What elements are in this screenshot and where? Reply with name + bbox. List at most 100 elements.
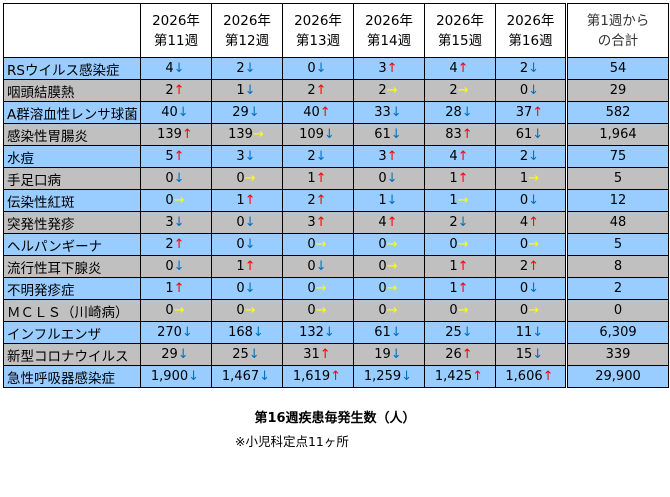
total-cell: 54 <box>565 57 669 80</box>
week-count-cell: 1↑ <box>424 255 496 278</box>
trend-up-arrow-icon: ↑ <box>330 369 342 384</box>
trend-up-arrow-icon: ↑ <box>244 193 256 208</box>
trend-flat-arrow-icon: → <box>386 259 398 274</box>
week-count-cell: 139→ <box>211 123 283 146</box>
count-value: 1,606 <box>505 369 543 384</box>
count-value: 2 <box>165 237 174 252</box>
count-value: 0 <box>165 193 174 208</box>
week-header: 2026年 第12週 <box>211 3 283 58</box>
count-value: 4 <box>449 61 458 76</box>
count-value: 40 <box>161 105 178 120</box>
week-header: 2026年 第16週 <box>495 3 567 58</box>
count-value: 4 <box>165 61 174 76</box>
week-count-cell: 0→ <box>424 233 496 256</box>
trend-up-arrow-icon: ↑ <box>173 149 185 164</box>
week-count-cell: 2↓ <box>211 57 283 80</box>
trend-up-arrow-icon: ↑ <box>457 61 469 76</box>
week-count-cell: 0→ <box>495 299 567 322</box>
week-count-cell: 132↓ <box>282 321 354 344</box>
trend-flat-arrow-icon: → <box>244 171 256 186</box>
week-count-cell: 4↓ <box>140 57 212 80</box>
count-value: 1,900 <box>150 369 189 384</box>
trend-flat-arrow-icon: → <box>457 303 469 318</box>
trend-down-arrow-icon: ↓ <box>252 325 264 340</box>
count-value: 1 <box>165 281 174 296</box>
table-row: 新型コロナウイルス 29↓ 25↓ 31↑ 19↓ 26↑ 15↓ 339 <box>3 343 669 366</box>
week-count-cell: 0↓ <box>140 255 212 278</box>
count-value: 29 <box>232 105 249 120</box>
trend-up-arrow-icon: ↑ <box>386 149 398 164</box>
count-value: 33 <box>374 105 391 120</box>
count-value: 1 <box>449 193 458 208</box>
week-count-cell: 2↓ <box>495 57 567 80</box>
week-count-cell: 0↓ <box>495 277 567 300</box>
disease-name: インフルエンザ <box>3 321 141 344</box>
trend-down-arrow-icon: ↓ <box>188 369 200 384</box>
trend-up-arrow-icon: ↑ <box>319 105 331 120</box>
table-row: A群溶血性レンサ球菌 40↓ 29↓ 40↑ 33↓ 28↓ 37↑ 582 <box>3 101 669 124</box>
week-count-cell: 168↓ <box>211 321 283 344</box>
week-count-cell: 40↓ <box>140 101 212 124</box>
trend-down-arrow-icon: ↓ <box>244 215 256 230</box>
total-cell: 75 <box>565 145 669 168</box>
count-value: 3 <box>378 149 387 164</box>
count-value: 11 <box>515 325 533 340</box>
week-count-cell: 2→ <box>424 79 496 102</box>
disease-name: 急性呼吸器感染症 <box>3 365 141 388</box>
week-count-cell: 29↓ <box>140 343 212 366</box>
week-count-cell: 1,425↑ <box>424 365 496 388</box>
week-count-cell: 139↑ <box>140 123 212 146</box>
week-count-cell: 1,900↓ <box>140 365 212 388</box>
total-cell: 1,964 <box>565 123 669 146</box>
trend-down-arrow-icon: ↓ <box>457 215 469 230</box>
count-value: 25 <box>232 347 249 362</box>
count-value: 3 <box>378 61 387 76</box>
week-count-cell: 31↑ <box>282 343 354 366</box>
week-count-cell: 0↓ <box>140 167 212 190</box>
count-value: 1 <box>449 171 458 186</box>
trend-flat-arrow-icon: → <box>457 193 469 208</box>
count-value: 83 <box>445 127 462 142</box>
week-count-cell: 1↓ <box>211 79 283 102</box>
trend-flat-arrow-icon: → <box>386 83 398 98</box>
week-count-cell: 33↓ <box>353 101 425 124</box>
trend-flat-arrow-icon: → <box>528 303 540 318</box>
week-header: 2026年 第11週 <box>140 3 212 58</box>
trend-down-arrow-icon: ↓ <box>532 347 544 362</box>
week-year: 2026年 <box>223 12 271 29</box>
week-count-cell: 0→ <box>353 255 425 278</box>
week-count-cell: 0↓ <box>211 277 283 300</box>
count-value: 2 <box>519 149 529 164</box>
week-count-cell: 1,606↑ <box>495 365 567 388</box>
count-value: 2 <box>307 193 316 208</box>
week-count-cell: 26↑ <box>424 343 496 366</box>
trend-up-arrow-icon: ↑ <box>457 281 469 296</box>
week-header: 2026年 第14週 <box>353 3 425 58</box>
count-value: 1 <box>449 259 458 274</box>
total-header-line1: 第1週から <box>586 12 650 29</box>
trend-down-arrow-icon: ↓ <box>386 193 398 208</box>
trend-down-arrow-icon: ↓ <box>177 105 189 120</box>
count-value: 0 <box>449 303 458 318</box>
total-cell: 5 <box>565 167 669 190</box>
week-count-cell: 61↓ <box>495 123 567 146</box>
trend-down-arrow-icon: ↓ <box>315 259 327 274</box>
count-value: 1,619 <box>292 369 331 384</box>
disease-name: 咽頭結膜熱 <box>3 79 141 102</box>
header-row: 2026年 第11週 2026年 第12週 2026年 第13週 2026年 第14週 2026… <box>3 3 669 58</box>
trend-down-arrow-icon: ↓ <box>532 325 544 340</box>
corner-cell <box>3 3 141 58</box>
week-count-cell: 1,467↓ <box>211 365 283 388</box>
week-count-cell: 4↑ <box>495 211 567 234</box>
trend-flat-arrow-icon: → <box>386 281 398 296</box>
total-cell: 6,309 <box>565 321 669 344</box>
week-count-cell: 2↑ <box>282 79 354 102</box>
trend-down-arrow-icon: ↓ <box>532 127 544 142</box>
week-count-cell: 1↑ <box>282 167 354 190</box>
week-count-cell: 0→ <box>282 299 354 322</box>
trend-down-arrow-icon: ↓ <box>461 325 473 340</box>
count-value: 168 <box>228 325 253 340</box>
trend-down-arrow-icon: ↓ <box>390 105 402 120</box>
trend-down-arrow-icon: ↓ <box>248 105 260 120</box>
week-count-cell: 2↓ <box>424 211 496 234</box>
